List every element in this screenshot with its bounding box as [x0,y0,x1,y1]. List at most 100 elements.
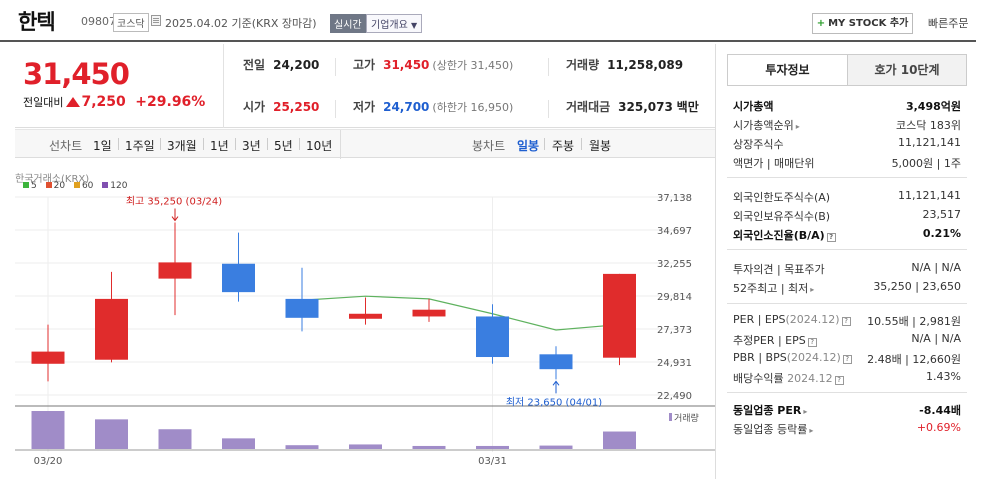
y-tick-label: 27,373 [657,325,692,336]
period-3m[interactable]: 3개월 [167,139,197,153]
candle-chart[interactable]: 한국거래소(KRX) 5 20 60 120 37,138 34,697 32,25… [15,160,715,479]
help-icon[interactable]: ? [834,376,844,385]
tab-orderbook[interactable]: 호가 10단계 [847,55,966,85]
divider [548,100,549,118]
volume-bar [349,444,382,449]
volume-bar [31,411,65,449]
period-1w[interactable]: 1주일 [125,139,155,153]
quick-order-link[interactable]: 빠른주문 [928,17,969,30]
stat-low: 저가 24,700 (하한가 16,950) [353,100,514,114]
tab-investment-info[interactable]: 투자정보 [728,55,847,85]
ma5-line [301,295,620,331]
caret-right-icon: ▸ [810,285,815,294]
chart-toolbar: 선차트 1일 1주일 3개월 1년 3년 5년 10년 봉차트 일봉 주봉 월봉 [15,129,715,159]
stat-open: 시가 25,250 [243,100,320,114]
stock-header: 한텍 098070 코스닥 2025.04.02 기준(KRX 장마감) 실시간… [0,0,976,42]
stat-prev-close: 전일 24,200 [243,58,320,72]
separator [267,138,268,150]
legend-ma5: 5 [23,181,37,191]
caret-right-icon: ▸ [803,407,808,416]
chart-source: 한국거래소(KRX) [15,174,90,185]
separator [160,138,161,150]
candle-body [95,298,128,360]
add-mystock-button[interactable]: + MY STOCK 추가 [812,13,913,34]
candle-body [285,298,319,318]
help-icon[interactable]: ? [842,355,852,364]
separator [235,138,236,150]
market-cap-group: 시가총액 3,498억원 시가총액순위 ▸ 코스닥 183위 상장주식수 11,121,… [727,92,967,178]
candle-body [158,262,192,279]
candle-daily[interactable]: 일봉 [517,139,540,153]
divider [335,58,336,76]
plus-icon: + [816,18,826,29]
y-tick-label: 32,255 [657,259,692,270]
volume-legend-swatch [669,413,672,421]
panel-tabs: 투자정보 호가 10단계 [727,54,967,86]
period-5y[interactable]: 5년 [274,139,293,153]
sector-group: 동일업종 PER ▸ -8.44배 동일업종 등락률 ▸ +0.69% [733,404,961,436]
chevron-down-icon: ▼ [411,21,418,30]
company-info-button[interactable]: 기업개요 ▼ [366,14,423,33]
date-basis: 2025.04.02 기준(KRX 장마감) [165,17,317,30]
stock-code: 098070 [81,15,123,28]
ma-legend: 5 20 60 120 [23,181,133,191]
line-chart-label: 선차트 [49,139,83,153]
volume-label: 거래량 [674,412,699,424]
price-change: 전일대비 7,250 +29.96% [23,94,205,110]
change-percent: +29.96% [135,94,206,110]
period-1d[interactable]: 1일 [93,139,112,153]
candle-body [476,316,509,358]
caret-right-icon: ▸ [795,122,800,131]
change-amount: 7,250 [81,94,126,110]
candle-body [603,273,636,358]
volume-bar [95,419,128,449]
y-tick-label: 22,490 [657,391,692,402]
divider [340,130,341,159]
divider [223,44,224,128]
stat-volume: 거래량 11,258,089 [566,58,684,72]
realtime-badge[interactable]: 실시간 [330,14,366,33]
candle-weekly[interactable]: 주봉 [552,139,575,153]
y-tick-label: 29,814 [657,292,692,303]
stat-amount: 거래대금 325,073 백만 [566,100,699,114]
up-arrow-icon [66,97,81,107]
legend-ma20: 20 [45,181,65,191]
separator [299,138,300,150]
separator [544,138,545,150]
divider [548,58,549,76]
current-price: 31,450 [23,57,130,91]
valuation-group: PER | EPS(2024.12)? 10.55배 | 2,981원 추정PER… [727,305,967,393]
caret-right-icon: ▸ [809,426,814,435]
volume-bar [539,445,573,449]
candle-chart-label: 봉차트 [472,139,506,153]
volume-bar [603,431,636,449]
help-icon[interactable]: ? [807,338,817,347]
period-10y[interactable]: 10년 [306,139,333,153]
opinion-group: 투자의견 | 목표주가 N/A | N/A 52주최고 | 최저 ▸ 35,250 |… [727,251,967,304]
y-tick-label: 34,697 [657,226,692,237]
separator [118,138,119,150]
y-tick-label: 24,931 [657,358,692,369]
x-tick-label: 03/31 [478,456,507,467]
candle-body [222,263,255,293]
high-arrow-head [171,216,179,222]
y-tick-label: 37,138 [657,193,692,204]
help-icon[interactable]: ? [841,317,851,326]
volume-bar [222,438,255,449]
volume-bar [476,445,509,449]
candle-body [412,309,446,317]
divider [335,100,336,118]
low-arrow-head [552,380,560,386]
help-icon[interactable]: ? [826,233,836,242]
chart-canvas[interactable]: 37,138 34,697 32,255 29,814 27,373 24,931 22,4… [15,160,715,479]
calendar-icon [151,15,161,26]
separator [581,138,582,150]
volume-bar [158,429,192,449]
period-3y[interactable]: 3년 [242,139,261,153]
period-1y[interactable]: 1년 [210,139,229,153]
candle-monthly[interactable]: 월봉 [589,139,612,153]
volume-bar [412,445,446,449]
high-annotation: 최고 35,250 (03/24) [126,196,222,208]
candle-body [349,313,382,319]
separator [203,138,204,150]
